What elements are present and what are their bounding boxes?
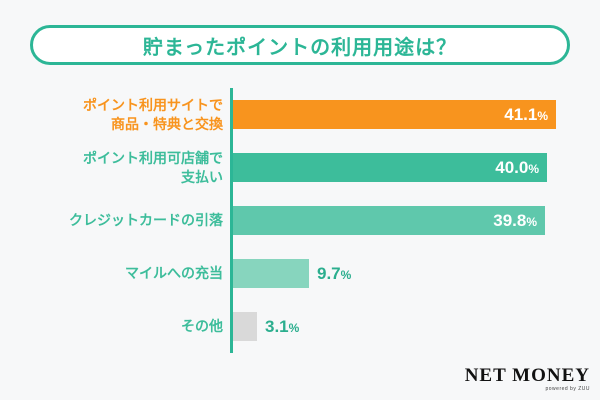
category-label-line: その他 [181,318,223,335]
brand-logo: NET MONEY powered by ZUU [465,366,590,392]
value-unit: % [340,267,352,282]
category-label: その他 [0,317,230,335]
chart-row: その他 3.1% [0,300,600,353]
bar: 41.1% [233,100,556,129]
value-number: 40.0 [495,157,529,177]
category-label-line: ポイント利用サイトで [83,97,223,114]
category-label-line: マイルへの充当 [125,265,223,282]
chart-rows: ポイント利用サイトで 商品・特典と交換 41.1% ポイント利用可店舗で 支払い 40.0… [0,88,600,353]
category-label: マイルへの充当 [0,264,230,282]
category-label-line: 支払い [181,168,223,185]
value-label: 40.0% [495,158,547,178]
chart-title: 貯まったポイントの利用用途は？ [142,36,458,59]
bar: 40.0% [233,153,547,182]
bar-area: 40.0% [230,141,600,194]
brand-tagline: powered by ZUU [545,386,590,392]
category-label: クレジットカードの引落 [0,211,230,229]
chart-row: マイルへの充当 9.7% [0,247,600,300]
bar-chart: ポイント利用サイトで 商品・特典と交換 41.1% ポイント利用可店舗で 支払い 40.0… [0,88,600,353]
category-label: ポイント利用サイトで 商品・特典と交換 [0,96,230,132]
bar [233,312,257,341]
bar [233,259,309,288]
chart-row: ポイント利用サイトで 商品・特典と交換 41.1% [0,88,600,141]
category-label: ポイント利用可店舗で 支払い [0,149,230,185]
bar-area: 41.1% [230,88,600,141]
value-number: 39.8 [493,210,527,230]
value-label: 3.1% [265,317,299,337]
value-number: 41.1 [504,104,538,124]
chart-title-box: 貯まったポイントの利用用途は？ [30,25,570,65]
bar-area: 3.1% [230,300,600,353]
value-unit: % [288,320,300,335]
category-label-line: クレジットカードの引落 [69,212,223,229]
value-label: 39.8% [493,211,545,231]
bar-area: 9.7% [230,247,600,300]
chart-row: クレジットカードの引落 39.8% [0,194,600,247]
value-number: 9.7 [317,263,341,283]
value-unit: % [526,214,537,229]
value-label: 9.7% [317,264,351,284]
value-number: 3.1 [265,316,289,336]
brand-name: NET MONEY [464,365,590,386]
chart-row: ポイント利用可店舗で 支払い 40.0% [0,141,600,194]
value-label: 41.1% [504,105,556,125]
category-label-line: ポイント利用可店舗で [83,150,223,167]
bar: 39.8% [233,206,545,235]
bar-area: 39.8% [230,194,600,247]
value-unit: % [537,108,548,123]
category-label-line: 商品・特典と交換 [111,115,223,132]
value-unit: % [528,161,539,176]
